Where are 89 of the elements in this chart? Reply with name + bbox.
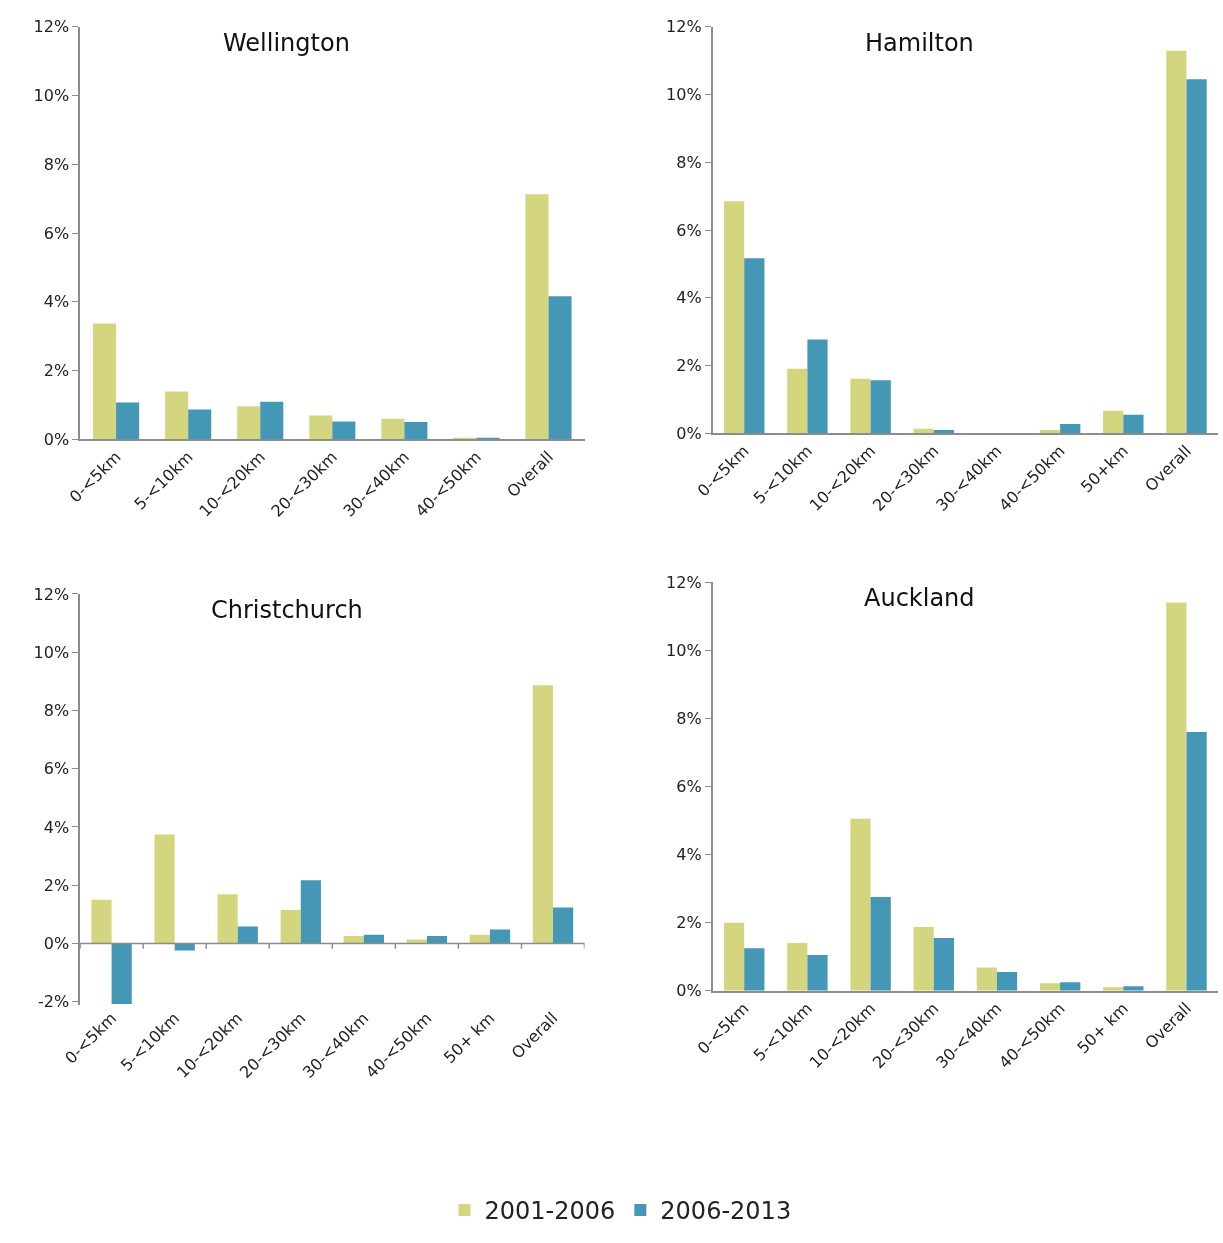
bar: [1103, 410, 1124, 434]
bar: [870, 380, 891, 434]
bar: [426, 936, 448, 944]
y-tick-label: 8%: [676, 708, 702, 728]
bar: [1123, 986, 1144, 991]
y-tick-label: 4%: [43, 292, 70, 312]
y-tick-label: 0%: [676, 981, 702, 1001]
y-tick-label: 2%: [676, 356, 702, 376]
bar: [744, 948, 765, 991]
y-tick-label: 6%: [676, 777, 702, 797]
bar: [188, 409, 212, 440]
legend-label: 2006-2013: [660, 1197, 792, 1226]
y-tick-label: 4%: [676, 845, 702, 865]
y-tick-label: 0%: [676, 424, 702, 444]
chart-title: Wellington: [223, 29, 350, 57]
y-tick-label: 4%: [43, 817, 70, 837]
bar: [807, 955, 828, 991]
bar: [1039, 983, 1061, 991]
bar: [111, 943, 132, 1004]
bar: [976, 967, 997, 991]
y-tick-label: 4%: [676, 288, 702, 308]
y-tick-label: 6%: [43, 759, 70, 779]
bar: [723, 201, 745, 434]
y-tick-label: 2%: [676, 913, 702, 933]
bar: [807, 339, 828, 434]
bar: [1166, 50, 1187, 434]
bar: [309, 415, 333, 440]
bar: [1166, 602, 1187, 991]
bar: [217, 894, 238, 944]
bar: [870, 897, 891, 991]
y-tick-label: 12%: [33, 584, 70, 604]
bar: [1123, 414, 1144, 434]
bar: [996, 972, 1018, 991]
bar: [91, 899, 112, 944]
bar: [787, 368, 808, 434]
y-tick-label: 10%: [33, 86, 70, 106]
y-tick-label: 12%: [666, 572, 702, 592]
bar: [381, 418, 405, 440]
y-tick-label: 8%: [43, 701, 70, 721]
x-tick-label: 50+ km: [439, 1008, 499, 1068]
y-tick-label: 2%: [43, 361, 70, 381]
bar: [913, 927, 934, 991]
y-tick-label: 8%: [43, 154, 70, 174]
legend-label: 2001-2006: [484, 1197, 616, 1226]
y-tick-label: 0%: [43, 429, 70, 449]
bar: [237, 926, 258, 944]
bar: [744, 258, 765, 434]
bar: [723, 922, 745, 991]
y-tick-label: 10%: [666, 640, 702, 660]
bar: [116, 402, 140, 440]
y-tick-label: 12%: [666, 17, 702, 37]
y-tick-label: 10%: [33, 642, 70, 662]
bar: [154, 834, 175, 944]
bar: [548, 296, 572, 440]
bar: [1186, 731, 1207, 991]
x-tick-label: 50+ km: [1073, 998, 1132, 1058]
y-tick-label: 2%: [43, 875, 70, 895]
bar: [332, 421, 356, 440]
bar: [525, 194, 549, 440]
y-tick-label: 8%: [676, 152, 702, 172]
y-tick-label: 6%: [676, 220, 702, 240]
bar: [532, 685, 554, 944]
bar: [93, 323, 117, 440]
bar: [787, 943, 808, 991]
bar: [933, 937, 954, 991]
y-tick-label: 12%: [33, 17, 70, 37]
bar: [165, 391, 189, 440]
bar: [260, 401, 284, 440]
bar: [404, 422, 428, 440]
y-tick-label: 0%: [43, 933, 70, 953]
bar: [1060, 982, 1081, 991]
bar: [300, 880, 321, 944]
bar: [1060, 423, 1081, 434]
bar: [280, 909, 301, 944]
bar: [1186, 79, 1207, 434]
bar: [850, 378, 871, 434]
bar: [850, 818, 871, 991]
y-tick-label: 6%: [43, 223, 70, 243]
bar: [343, 936, 364, 944]
y-tick-label: -2%: [37, 992, 70, 1012]
chart-title: Hamilton: [865, 29, 974, 57]
chart-title: Christchurch: [211, 596, 363, 624]
bar: [553, 907, 574, 944]
y-tick-label: 10%: [666, 85, 702, 105]
bar: [489, 929, 511, 944]
bar: [363, 934, 385, 944]
bar: [469, 934, 490, 944]
chart-title: Auckland: [864, 584, 975, 612]
bar: [237, 406, 261, 440]
